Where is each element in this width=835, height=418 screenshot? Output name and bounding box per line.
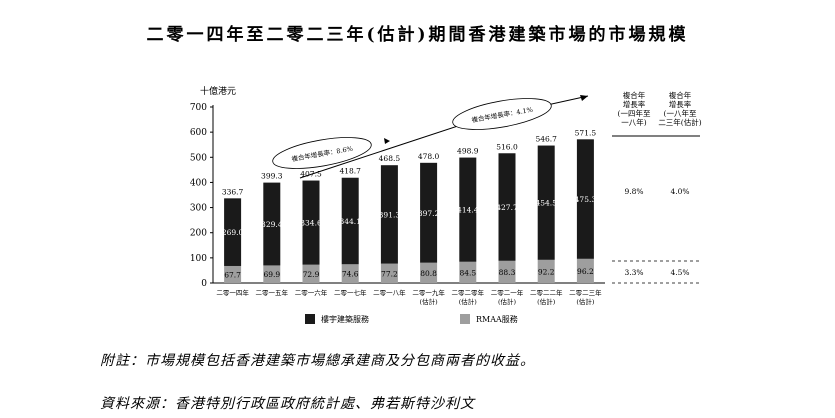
cagr-value-building: 9.8% [624,187,643,196]
total-value-label: 571.5 [575,128,597,137]
cagr-table-header: 二三年(估計) [658,117,701,127]
bar-rmaa [576,258,594,283]
market-size-chart: 0 100 200 300 400 500 600 700 67.7 269.0 336.7 二零一四… [190,90,702,324]
total-value-label: 516.0 [496,142,518,151]
x-tick-label: 二零一六年 [295,288,328,297]
legend-label-building: 樓宇建築服務 [321,314,369,324]
x-tick-label: (估計) [459,297,478,306]
cagr-arrow-head [580,95,588,101]
cagr-ellipse-2018-2023 [452,98,552,130]
rmaa-value-label: 67.7 [224,270,241,279]
bar-rmaa [302,264,320,283]
building-value-label: 427.7 [496,203,518,212]
bar-building [341,177,359,265]
total-value-label: 478.0 [418,152,440,161]
x-tick-label: 二零一八年 [373,288,406,297]
building-value-label: 269.0 [222,228,244,237]
y-tick-label: 200 [190,229,207,239]
bar-building [224,198,242,266]
bar-rmaa [341,264,359,283]
building-value-label: 454.5 [535,199,557,208]
x-tick-label: 二零一五年 [256,288,289,297]
total-value-label: 498.9 [457,147,479,156]
y-tick-label: 700 [190,103,207,113]
cagr-arrow-mid [384,138,390,144]
y-tick-label: 0 [201,279,207,289]
bar-rmaa [263,265,281,283]
bar-building [380,165,398,264]
building-value-label: 397.2 [418,209,440,218]
bar-building [420,162,438,263]
cagr-table-header: (一四年至 [618,108,651,118]
x-tick-label: 二零二一年 [491,288,524,297]
legend-swatch-rmaa [460,314,470,324]
building-value-label: 475.3 [575,195,597,204]
x-tick-label: 二零二零年 [452,288,485,297]
bar-building [576,139,594,259]
bar-rmaa [537,259,555,283]
x-tick-label: 二零二三年 [569,288,602,297]
cagr-value-building: 4.0% [670,187,689,196]
bar-building [459,157,477,262]
x-tick-label: 二零一七年 [334,288,367,297]
cagr-ellipse-2014-2018 [272,137,372,169]
cagr-value-rmaa: 4.5% [670,268,689,277]
x-tick-label: (估計) [576,297,595,306]
bar-rmaa [498,260,516,283]
total-value-label: 468.5 [379,154,401,163]
bar-building [302,180,320,265]
cagr-table-header: 增長率 [623,99,646,109]
rmaa-value-label: 88.3 [499,268,516,277]
building-value-label: 329.4 [261,220,283,229]
rmaa-value-label: 84.5 [459,268,476,277]
rmaa-value-label: 74.6 [342,270,359,279]
total-value-label: 546.7 [535,135,557,144]
rmaa-value-label: 69.9 [263,270,280,279]
rmaa-value-label: 77.2 [381,269,398,278]
cagr-table-header: 一八年) [621,117,646,127]
cagr-table-header: (一八年至 [664,108,697,118]
x-tick-label: 二零一九年 [412,288,445,297]
bar-rmaa [380,263,398,283]
rmaa-value-label: 96.2 [577,267,594,276]
y-tick-label: 500 [190,153,207,163]
bar-building [498,153,516,261]
x-tick-label: 二零二二年 [530,288,563,297]
source-note: 資料來源：香港特別行政區政府統計處、弗若斯特沙利文 [100,396,475,412]
bar-rmaa [459,261,477,283]
bar-rmaa [420,262,438,283]
chart-title: 二零一四年至二零二三年(估計)期間香港建築市場的市場規模 [146,25,689,45]
total-value-label: 336.7 [222,187,244,196]
building-value-label: 344.1 [339,217,360,226]
building-value-label: 414.4 [457,206,479,215]
bar-building [263,182,281,266]
y-tick-label: 100 [190,254,207,264]
building-value-label: 391.3 [379,210,401,219]
y-tick-label: 600 [190,128,207,138]
rmaa-value-label: 80.8 [420,269,437,278]
x-tick-label: 二零一四年 [216,288,249,297]
y-tick-label: 300 [190,204,207,214]
legend-swatch-building [305,314,315,324]
bar-building [537,145,555,260]
total-value-label: 399.3 [261,172,283,181]
cagr-value-rmaa: 3.3% [624,268,643,277]
building-value-label: 334.6 [300,219,322,228]
legend-label-rmaa: RMAA服務 [476,314,518,324]
x-tick-label: (估計) [498,297,517,306]
cagr-table-header: 複合年 [669,90,692,100]
total-value-label: 418.7 [339,167,361,176]
x-tick-label: (估計) [537,297,556,306]
cagr-table-header: 增長率 [669,99,692,109]
rmaa-value-label: 92.2 [538,267,555,276]
rmaa-value-label: 72.9 [303,270,320,279]
footnote: 附註：市場規模包括香港建築市場總承建商及分包商兩者的收益。 [100,353,535,369]
bar-rmaa [224,265,242,283]
y-tick-label: 400 [190,178,207,188]
cagr-table-header: 複合年 [623,90,646,100]
y-axis-unit-label: 十億港元 [200,87,237,97]
x-tick-label: (估計) [420,297,439,306]
